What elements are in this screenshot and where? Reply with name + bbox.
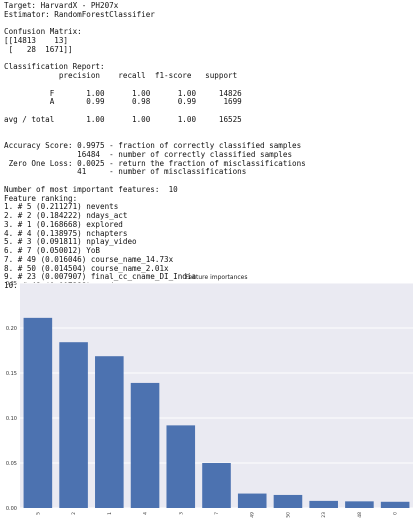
report-line: [[14813 13] bbox=[4, 36, 69, 45]
bar bbox=[202, 462, 231, 508]
report-line: 2. # 2 (0.184222) ndays_act bbox=[4, 211, 128, 220]
y-tick-label: 0.25 bbox=[6, 281, 17, 287]
report-line: 1. # 5 (0.211271) nevents bbox=[4, 202, 119, 212]
report-line: avg / total 1.00 1.00 1.00 16525 bbox=[4, 114, 242, 124]
report-line: F 1.00 1.00 1.00 14826 bbox=[4, 88, 242, 98]
bar bbox=[309, 500, 338, 508]
chart-title: Feature importances bbox=[186, 274, 248, 281]
x-tick-label: 0 bbox=[393, 512, 399, 515]
y-tick-label: 0.10 bbox=[6, 416, 17, 422]
bar bbox=[345, 501, 374, 508]
x-tick-label: 2 bbox=[71, 512, 77, 515]
report-line: Accuracy Score: 0.9975 - fraction of cor… bbox=[4, 141, 302, 150]
report-line: Number of most important features: 10 bbox=[4, 184, 178, 194]
report-line: Classification Report: bbox=[4, 62, 105, 72]
report-line: Target: HarvardX - PH207x bbox=[4, 1, 119, 10]
report-line: 3. # 1 (0.168668) explored bbox=[4, 219, 123, 229]
report-line: [ 28 1671]] bbox=[4, 44, 73, 54]
feature-importances-chart: Feature importances 0.00 0.05 0.10 0.15 0.20… bbox=[6, 274, 413, 518]
report-line: 6. # 7 (0.050012) YoB bbox=[4, 246, 101, 255]
report-line: 5. # 3 (0.091811) nplay_video bbox=[4, 237, 137, 247]
x-tick-label: 1 bbox=[107, 512, 113, 515]
console-output: Target: HarvardX - PH207x Estimator: Rand… bbox=[4, 1, 306, 291]
x-tick-label: 48 bbox=[357, 512, 363, 518]
bars bbox=[23, 317, 410, 508]
bar bbox=[95, 356, 124, 508]
report-line: 7. # 49 (0.016046) course_name_14.73x bbox=[4, 254, 174, 264]
bar bbox=[166, 425, 196, 508]
report-line: 9. # 23 (0.007907) final_cc_cname_DI_Ind… bbox=[4, 272, 197, 282]
report-line: Estimator: RandomForestClassifier bbox=[4, 9, 155, 19]
report-line: 8. # 50 (0.014504) course_name_2.01x bbox=[4, 263, 169, 273]
y-tick-label: 0.15 bbox=[6, 371, 17, 377]
x-tick-label: 7 bbox=[214, 512, 220, 515]
x-tick-label: 50 bbox=[285, 512, 291, 518]
x-tick-label: 3 bbox=[178, 512, 184, 515]
x-tick-label: 49 bbox=[250, 512, 256, 518]
report-line: precision recall f1-score support bbox=[4, 71, 238, 80]
report-line: Feature ranking: bbox=[4, 193, 78, 203]
bar bbox=[380, 501, 410, 508]
bar bbox=[237, 493, 267, 508]
report-line: 41 - number of misclassifications bbox=[4, 167, 247, 177]
bar bbox=[273, 494, 303, 508]
report-line: Confusion Matrix: bbox=[4, 27, 82, 37]
bar bbox=[23, 317, 53, 508]
x-axis-ticks: 5 2 1 4 3 7 49 50 23 48 0 bbox=[35, 512, 398, 518]
x-tick-label: 5 bbox=[35, 512, 41, 515]
x-tick-label: 23 bbox=[321, 512, 327, 518]
y-tick-label: 0.05 bbox=[6, 461, 17, 467]
report-line: A 0.99 0.98 0.99 1699 bbox=[4, 97, 242, 107]
x-tick-label: 4 bbox=[143, 512, 149, 515]
report-line: 16484 - number of correctly classified s… bbox=[4, 149, 293, 159]
bar bbox=[130, 382, 160, 508]
bar bbox=[59, 342, 88, 508]
y-axis-ticks: 0.00 0.05 0.10 0.15 0.20 0.25 bbox=[6, 281, 17, 512]
y-tick-label: 0.00 bbox=[6, 506, 17, 512]
y-tick-label: 0.20 bbox=[6, 326, 17, 332]
report-line: Zero One Loss: 0.0025 - return the fract… bbox=[4, 158, 306, 168]
report-line: 4. # 4 (0.138975) nchapters bbox=[4, 228, 128, 238]
report-line bbox=[4, 125, 306, 134]
